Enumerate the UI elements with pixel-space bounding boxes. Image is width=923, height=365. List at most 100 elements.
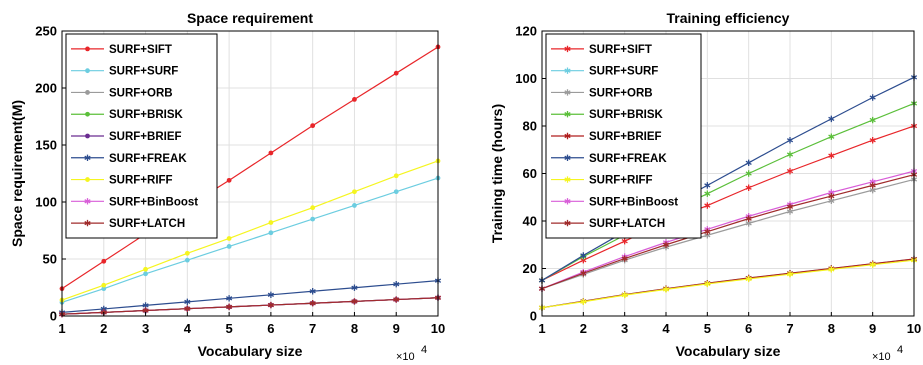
x-tick-label: 5 [704,321,711,336]
data-point [309,288,316,295]
data-point [267,291,274,298]
series-surf-riff [59,158,441,303]
legend-entry: SURF+BRIEF [551,131,662,143]
data-point [745,170,752,177]
x-tick-label: 8 [828,321,835,336]
x-axis-multiplier-exponent: 4 [897,344,903,356]
x-tick-label: 9 [869,321,876,336]
x-tick-label: 4 [662,321,670,336]
chart-title: Training efficiency [667,10,790,26]
legend-entry: SURF+LATCH [551,218,665,230]
data-point [786,271,794,278]
data-point [143,266,148,272]
data-point [226,303,233,311]
data-point [352,97,357,102]
y-axis-label: Training time (hours) [489,104,505,243]
x-tick-label: 8 [351,321,358,336]
x-tick-label: 7 [786,321,793,336]
data-point [786,203,794,210]
y-tick-label: 200 [35,81,57,96]
x-tick-label: 9 [393,321,400,336]
data-point [393,296,400,303]
legend: SURF+SIFT SURF+SURF SURF+ORB SURF+BRISK SURF… [545,33,702,239]
data-point [393,280,400,288]
legend-marker [85,133,90,139]
legend-entry: SURF+BRISK [551,109,663,121]
legend-marker [84,219,91,227]
legend: SURF+SIFT SURF+SURF SURF+ORB SURF+BRISK SURF… [65,33,218,239]
data-point [268,230,274,236]
legend-entry: SURF+SIFT [71,44,172,56]
data-point [352,189,357,195]
legend-marker [85,68,90,74]
data-point [745,215,752,222]
legend-entry: SURF+SIFT [551,44,652,56]
data-point [101,286,107,292]
data-point [393,173,399,179]
data-point [704,202,711,209]
legend-entry: SURF+LATCH [71,218,185,230]
legend-entry: SURF+FREAK [551,153,667,165]
y-tick-label: 100 [515,71,537,86]
series-line [61,160,439,301]
data-point [351,284,358,291]
series-line [61,297,439,315]
data-point [828,192,835,200]
x-tick-label: 3 [142,321,149,336]
series-line [541,178,915,290]
x-axis-multiplier-exponent: 4 [421,344,427,356]
data-point [786,137,794,144]
legend-label: SURF+ORB [589,87,653,99]
series-line [541,170,915,290]
data-point [352,203,357,208]
legend-label: SURF+FREAK [109,153,187,165]
legend-entry: SURF+BRISK [71,109,183,121]
data-point [184,250,190,256]
data-point [621,291,628,299]
axes-box [61,30,439,317]
x-axis-label: Vocabulary size [198,343,303,359]
data-point [828,152,835,159]
legend-label: SURF+BRISK [109,109,183,121]
y-tick-label: 0 [530,309,537,324]
data-point [869,137,876,144]
x-tick-label: 3 [621,321,628,336]
data-point [351,298,358,305]
data-point [184,305,191,312]
data-point [869,182,876,189]
x-axis-label: Vocabulary size [676,343,781,359]
data-point [828,266,835,273]
data-point [310,216,316,222]
data-point [309,300,316,307]
series-line [61,177,439,303]
data-point [310,205,316,211]
series-line [541,125,915,281]
data-point [786,151,794,158]
legend-marker [564,154,571,161]
y-tick-label: 0 [50,309,57,324]
data-point [786,167,794,175]
x-tick-label: 10 [431,321,445,336]
data-point [268,150,274,156]
data-point [662,241,670,248]
legend-marker [564,219,571,227]
legend-label: SURF+BinBoost [589,196,678,208]
y-tick-label: 40 [523,214,537,229]
series-surf-riff [538,256,918,311]
data-point [704,228,711,235]
data-point [267,301,274,309]
legend-label: SURF+RIFF [589,175,653,187]
legend-marker [564,132,571,140]
data-point [704,182,711,189]
series-line [541,174,915,290]
legend-marker [564,111,571,118]
legend-marker [564,45,571,53]
series-line [61,46,439,290]
legend-entry: SURF+ORB [551,87,653,99]
data-point [580,298,587,305]
y-tick-label: 150 [35,138,57,153]
data-point [226,177,232,183]
series-line [541,102,915,281]
